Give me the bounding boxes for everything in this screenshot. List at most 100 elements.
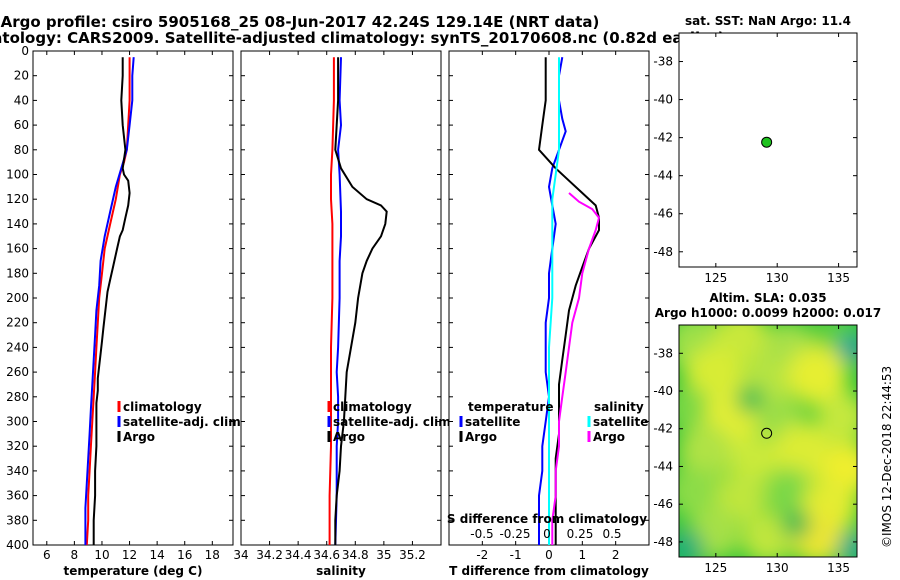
- sla-map: 125 130 135 -38 -40 -42 -44 -46 -48 Altim. SLA: 0…: [653, 291, 881, 575]
- salinity-xtick-label: 34.8: [342, 548, 369, 562]
- depth-tick-label: 40: [14, 93, 29, 107]
- temperature-plot: 0 20 40 60 80 100 120 140 160 180 200 220 240 260 280 3…: [6, 44, 245, 578]
- difference-series-salinity-satellite: [548, 57, 560, 545]
- salinity-xtick-label: 34.6: [313, 548, 340, 562]
- salinity-series-satellite-adj-clim-: [334, 57, 343, 546]
- salinity-xtick-label: 35.2: [399, 548, 426, 562]
- difference-xlabel: T difference from climatology: [449, 564, 649, 578]
- depth-tick-label: 320: [6, 439, 29, 453]
- diff-temperature-legend-label: Argo: [465, 430, 497, 444]
- depth-tick-label: 60: [14, 118, 29, 132]
- sla-heatmap-cell: [742, 512, 794, 557]
- salinity-legend-label: satellite-adj. clim.: [333, 415, 455, 429]
- depth-tick-label: 400: [6, 538, 29, 552]
- sst_map-xtick-label: 125: [704, 271, 727, 285]
- title-line-1: Argo profile: csiro 5905168_25 08-Jun-20…: [1, 13, 600, 31]
- salinity-xtick-label: 34.2: [256, 548, 283, 562]
- sla_map-ytick-label: -40: [653, 384, 673, 398]
- depth-tick-label: 80: [14, 143, 29, 157]
- difference-s-tick-label: 0: [543, 527, 551, 541]
- temperature-legend-label: climatology: [123, 400, 202, 414]
- sla_map-xtick-label: 125: [704, 561, 727, 575]
- difference-series-salinity-argo: [551, 192, 601, 545]
- depth-tick-label: 20: [14, 69, 29, 83]
- diff-salinity-legend-label: satellite: [593, 415, 648, 429]
- temperature-xtick-label: 10: [94, 548, 109, 562]
- sla-heatmap-cell: [782, 510, 811, 539]
- depth-tick-label: 100: [6, 168, 29, 182]
- title-line-2: Climatology: CARS2009. Satellite-adjuste…: [0, 29, 725, 47]
- sla_map-xtick-label: 135: [827, 561, 850, 575]
- sst_map-argo-location: [761, 136, 773, 148]
- depth-tick-label: 240: [6, 340, 29, 354]
- sla-heatmap-cell: [773, 422, 834, 483]
- temperature-xtick-label: 16: [177, 548, 192, 562]
- depth-tick-label: 340: [6, 464, 29, 478]
- depth-tick-label: 220: [6, 316, 29, 330]
- sla-heatmap-cell: [837, 531, 857, 557]
- sst_map-ytick-label: -42: [653, 131, 673, 145]
- sla-heatmap-cell: [715, 470, 768, 523]
- sla_map-ytick-label: -44: [653, 459, 673, 473]
- depth-tick-label: 260: [6, 365, 29, 379]
- salinity-legend-label: Argo: [333, 430, 365, 444]
- temperature-series-argo: [92, 57, 131, 545]
- sst_map-ytick-label: -38: [653, 55, 673, 69]
- difference-xtick-label: 1: [579, 548, 587, 562]
- difference-s-tick-label: -0.5: [470, 527, 493, 541]
- difference-xtick-label: 2: [612, 548, 620, 562]
- difference-series-temperature-satellite: [538, 57, 567, 545]
- salinity-plot: 34 34.2 34.4 34.6 34.8 35 35.2 salinity climatol…: [233, 50, 455, 578]
- sst_map-ytick-label: -48: [653, 245, 673, 259]
- sst_map-xtick-label: 135: [827, 271, 850, 285]
- sla-heatmap-cell: [736, 385, 765, 414]
- temperature-legend-title: temperature: [468, 400, 553, 414]
- sla_map-ytick-label: -48: [653, 535, 673, 549]
- salinity-xtick-label: 34.4: [285, 548, 312, 562]
- temperature-legend-label: Argo: [123, 430, 155, 444]
- sla_map-argo-location: [761, 427, 773, 439]
- sst_map-title: sat. SST: NaN Argo: 11.4: [685, 14, 851, 28]
- temperature-xtick-label: 8: [71, 548, 79, 562]
- sst_map-ytick-label: -46: [653, 207, 673, 221]
- difference-xtick-label: -2: [476, 548, 488, 562]
- sst_map-ytick-label: -40: [653, 93, 673, 107]
- difference-xtick-label: -1: [510, 548, 522, 562]
- salinity-xlabel: salinity: [316, 564, 366, 578]
- difference-s-tick-label: -0.25: [499, 527, 530, 541]
- salinity-xtick-label: 35: [376, 548, 391, 562]
- sla_map-ytick-label: -42: [653, 422, 673, 436]
- difference-s-tick-label: 0.5: [602, 527, 621, 541]
- depth-tick-label: 160: [6, 242, 29, 256]
- depth-tick-label: 140: [6, 217, 29, 231]
- sst-map: 125 130 135 -38 -40 -42 -44 -46 -48 sat. SST: NaN…: [653, 14, 858, 285]
- difference-xlabel-top: S difference from climatology: [447, 512, 647, 526]
- salinity-series-climatology: [328, 57, 335, 545]
- sla-heatmap-cell: [816, 391, 857, 444]
- temperature-xtick-label: 6: [43, 548, 51, 562]
- sst_map-ytick-label: -44: [653, 169, 673, 183]
- depth-tick-label: 300: [6, 415, 29, 429]
- salinity-legend-title: salinity: [594, 400, 644, 414]
- sla-heatmap-cell: [787, 346, 848, 407]
- sla-heatmap-cell: [679, 386, 710, 431]
- depth-tick-label: 360: [6, 489, 29, 503]
- sla_map-title: Altim. SLA: 0.035: [709, 291, 826, 305]
- depth-tick-label: 380: [6, 513, 29, 527]
- sst_map-xtick-label: 130: [766, 271, 789, 285]
- difference-s-tick-label: 0.25: [567, 527, 594, 541]
- depth-tick-label: 180: [6, 266, 29, 280]
- salinity-xtick-label: 34: [233, 548, 248, 562]
- temperature-series-satellite-adj-clim-: [84, 57, 135, 545]
- sla_map-subtitle: Argo h1000: 0.0099 h2000: 0.017: [655, 306, 882, 320]
- sla_map-ytick-label: -38: [653, 346, 673, 360]
- sla-heatmap-cell: [679, 466, 720, 519]
- diff-salinity-legend-label: Argo: [593, 430, 625, 444]
- sla-heatmap-cell: [679, 529, 705, 557]
- sla-heatmap-cell: [837, 334, 857, 363]
- temperature-frame: [32, 50, 234, 546]
- difference-xtick-label: 0: [545, 548, 553, 562]
- temperature-xtick-label: 14: [149, 548, 164, 562]
- watermark: ©IMOS 12-Dec-2018 22:44:53: [880, 366, 894, 548]
